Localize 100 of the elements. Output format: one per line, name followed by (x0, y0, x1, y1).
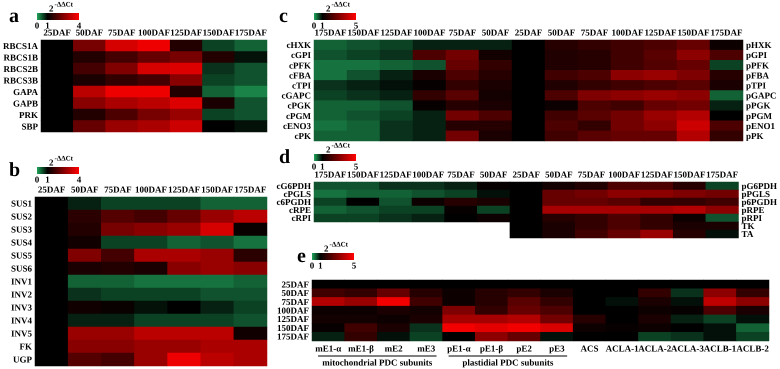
x-tick-label: 100DAF (612, 28, 644, 38)
x-tick-label: mE2 (384, 344, 404, 354)
x-tick-label: 75DAF (578, 170, 606, 180)
y2-tick-label: pPGM (746, 110, 773, 121)
y-tick-label: cFBA (289, 70, 312, 80)
y-tick-label: cPK (294, 130, 311, 141)
chart-title: d (279, 146, 290, 168)
y-tick-label: cGPI (291, 50, 312, 60)
y-tick-label: cRPI (292, 213, 312, 223)
y-tick-label: 100DAF (277, 306, 310, 316)
y-tick-label: SUS5 (10, 250, 32, 260)
y2-tick-label: pGPI (746, 50, 768, 60)
y-tick-label: SUS1 (10, 198, 32, 208)
x-tick-label: 125DAF (380, 170, 412, 180)
x-tick-label: 150DAF (674, 170, 706, 180)
y-tick-label: cPGK (288, 100, 311, 111)
x-tick-label: 25DAF (43, 28, 72, 38)
y-tick-label: cTPI (292, 80, 312, 90)
y-tick-label: RBCS3B (3, 75, 38, 86)
x-tick-label: 75DAF (447, 170, 476, 180)
x-tick-label: mE1-β (348, 344, 374, 354)
x-tick-label: 125DAF (640, 170, 674, 180)
x-tick-label: pE1-α (447, 344, 471, 354)
color-bar-label: 0 (34, 174, 40, 184)
y-tick-label: cENO3 (283, 120, 312, 131)
x-tick-label: 150DAF (202, 28, 236, 38)
y-tick-label: FK (20, 342, 32, 352)
y2-tick-label: pTPI (746, 80, 767, 90)
x-tick-label: mE3 (417, 344, 436, 354)
text: plastidial PDC subunits (462, 358, 554, 368)
color-bar-label: 5 (354, 162, 359, 172)
y-tick-label: INV4 (10, 316, 32, 326)
color-bar-label: 5 (352, 260, 357, 270)
y-tick-label: cG6PDH (276, 181, 311, 191)
y-tick-label: 50DAF (282, 288, 310, 298)
y-tick-label: cGAPC (282, 90, 311, 101)
chart-title: b (9, 159, 20, 181)
y-tick-label: SUS2 (10, 212, 32, 222)
y-tick-label: 125DAF (277, 314, 310, 324)
x-tick-label: 125DAF (170, 28, 203, 38)
color-bar-label: 1 (45, 174, 50, 184)
x-tick-label: 25DAF (514, 28, 543, 38)
y2-tick-label: TA (741, 229, 754, 239)
color-bar-label: 0 (34, 20, 40, 30)
x-tick-label: 75DAF (108, 28, 136, 38)
color-bar-label: 0 (310, 260, 315, 270)
y-tick-label: 25DAF (282, 279, 310, 290)
x-tick-label: 25DAF (38, 184, 66, 194)
y-tick-label: GAPB (12, 98, 38, 108)
color-bar-label: 1 (320, 162, 326, 172)
y-tick-label: INV2 (10, 290, 32, 300)
x-tick-label: 150DAF (346, 170, 380, 180)
x-tick-label: 150DAF (201, 184, 234, 194)
y-tick-label: INV1 (10, 276, 32, 286)
x-tick-label: 150DAF (348, 28, 380, 38)
x-tick-label: 50DAF (545, 170, 574, 180)
y2-tick-label: pHXK (746, 40, 772, 50)
x-tick-label: mE1-α (315, 344, 342, 354)
color-bar-label: 1 (318, 260, 324, 270)
y2-tick-label: pPGK (746, 100, 771, 111)
x-tick-label: 125DAF (644, 28, 677, 38)
x-tick-label: 50DAF (548, 28, 576, 38)
y-tick-label: 150DAF (277, 322, 310, 333)
y-tick-label: SUS6 (10, 264, 32, 274)
y-tick-label: cHXK (286, 40, 311, 50)
x-tick-label: ACLB-2 (736, 344, 770, 354)
x-tick-label: 25DAF (512, 170, 540, 180)
x-tick-label: 175DAF (234, 184, 267, 194)
y-tick-label: cPGM (286, 110, 312, 121)
y-tick-label: cPGLS (283, 189, 311, 199)
y-tick-label: RBCS1B (3, 52, 38, 62)
y2-tick-label: pGAPC (746, 90, 777, 101)
y-tick-label: 75DAF (282, 296, 310, 307)
x-tick-label: ACLA-3 (670, 344, 704, 354)
chart-title: a (9, 5, 19, 27)
color-bar-label: 1 (320, 20, 326, 30)
x-tick-label: 100DAF (412, 170, 445, 180)
y-tick-label: GAPA (13, 86, 38, 97)
y-tick-label: RBCS1A (2, 40, 38, 51)
y-tick-label: INV5 (10, 328, 32, 338)
x-tick-label: 175DAF (314, 28, 347, 38)
x-tick-label: 50DAF (70, 184, 99, 194)
x-tick-label: pE2 (516, 344, 532, 354)
x-tick-label: pE1-β (480, 344, 504, 354)
x-tick-label: 125DAF (168, 184, 201, 194)
x-tick-label: 125DAF (380, 28, 413, 38)
x-tick-label: ACS (580, 344, 598, 354)
x-tick-label: ACLA-1 (606, 344, 640, 354)
color-bar-label: 5 (354, 20, 359, 30)
x-tick-label: 175DAF (234, 28, 268, 38)
x-tick-label: 75DAF (580, 28, 609, 38)
x-tick-label: 175DAF (710, 28, 743, 38)
x-tick-label: 100DAF (138, 28, 170, 38)
y-tick-label: SBP (21, 121, 38, 132)
color-bar-label: 0 (312, 162, 317, 172)
color-bar-label: 0 (312, 20, 317, 30)
x-tick-label: 50DAF (76, 28, 104, 38)
x-tick-label: 50DAF (480, 170, 508, 180)
y-tick-label: c6PGDH (276, 197, 311, 207)
y2-tick-label: pENO1 (746, 120, 776, 131)
